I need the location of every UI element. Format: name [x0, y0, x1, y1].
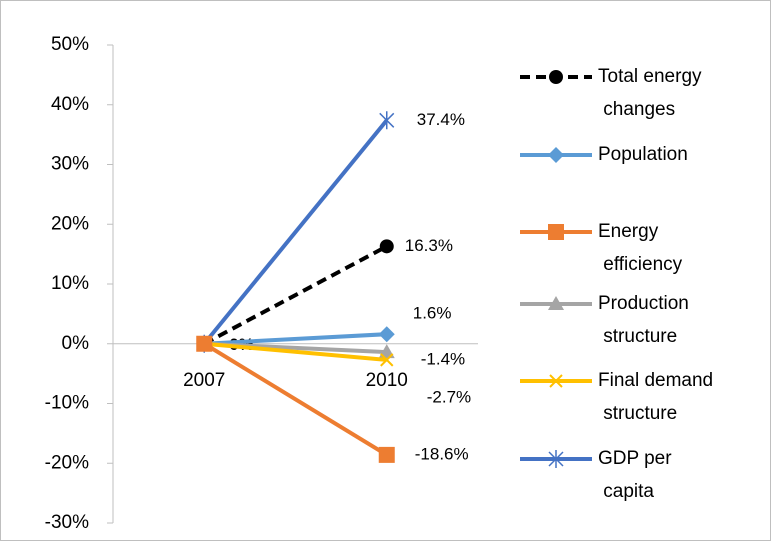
legend-label: GDP per capita	[598, 448, 672, 502]
y-tick-label: 20%	[51, 213, 89, 234]
data-label: 1.6%	[413, 304, 452, 323]
marker	[378, 446, 395, 463]
series-line	[204, 332, 387, 346]
y-tick-label: -10%	[45, 393, 89, 414]
x-tick-label: 2007	[183, 370, 225, 391]
legend-label: Population	[598, 144, 688, 165]
x-tick-label: 2010	[366, 370, 408, 391]
data-label: 37.4%	[417, 110, 465, 129]
data-label: -18.6%	[415, 444, 469, 463]
marker	[378, 326, 395, 343]
data-label: 16.3%	[405, 236, 453, 255]
marker	[548, 450, 564, 468]
legend-label: Total energy changes	[598, 66, 702, 120]
y-tick-label: 50%	[51, 34, 89, 55]
series-line	[203, 244, 388, 346]
y-tick-label: 10%	[51, 273, 89, 294]
marker	[549, 374, 563, 388]
legend-label: Production structure	[598, 293, 689, 347]
legend-label: Final demand structure	[598, 370, 713, 424]
marker	[548, 224, 564, 240]
series-line	[204, 341, 387, 362]
y-tick-label: -20%	[45, 452, 89, 473]
series: -18.6%	[196, 335, 469, 463]
legend-label: Energy efficiency	[598, 221, 683, 275]
y-tick-label: 40%	[51, 94, 89, 115]
marker	[549, 70, 563, 84]
series-line	[202, 119, 389, 346]
y-tick-label: 30%	[51, 154, 89, 175]
data-label: -1.4%	[421, 350, 465, 369]
marker	[196, 335, 213, 352]
series-line	[203, 342, 388, 457]
marker	[548, 147, 564, 163]
marker	[548, 296, 564, 310]
data-label: -2.7%	[427, 387, 471, 406]
y-tick-label: 0%	[62, 333, 90, 354]
marker	[380, 353, 394, 367]
marker	[379, 111, 395, 130]
marker	[379, 239, 394, 254]
y-tick-label: -30%	[45, 512, 89, 533]
